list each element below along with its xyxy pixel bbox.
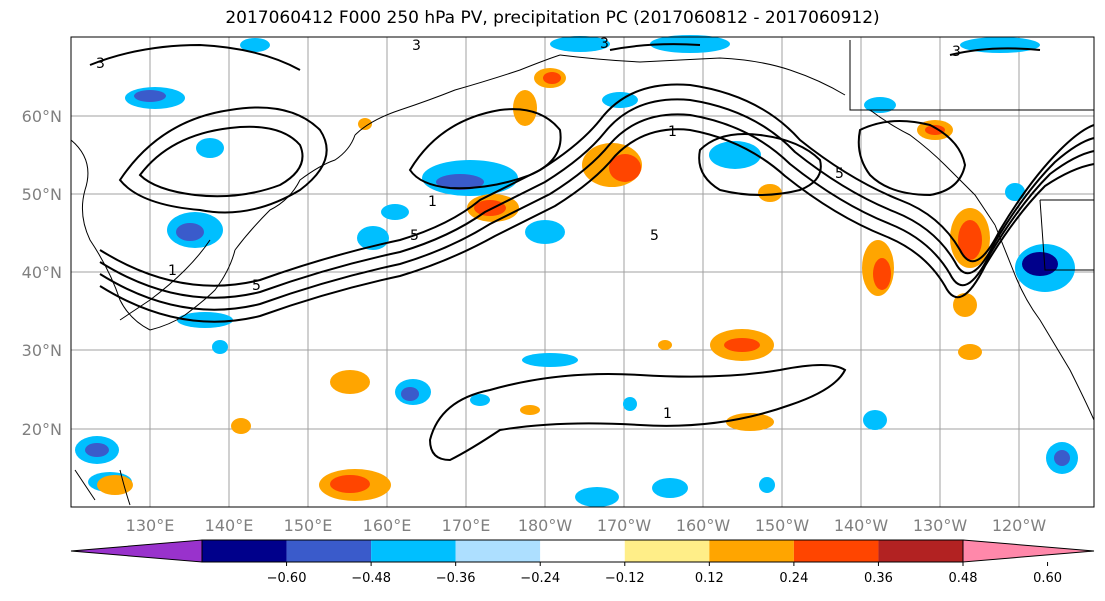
colorbar-tick-label: 0.12: [695, 571, 724, 586]
contour-label: 3: [96, 56, 105, 72]
colorbar-segment: [70, 539, 203, 563]
pv-contours: [89, 43, 1095, 462]
colorbar-segment: [793, 540, 879, 562]
colorbar-segment: [709, 540, 794, 562]
contour-label: 1: [428, 194, 437, 210]
lat-label: 40°N: [22, 263, 62, 282]
lon-label: 170°W: [597, 516, 652, 535]
colorbar-segment: [371, 540, 456, 562]
lon-label: 150°W: [755, 516, 810, 535]
lon-label: 140°E: [205, 516, 254, 535]
contour-label: 3: [412, 38, 421, 54]
contour-label: 3: [952, 44, 961, 60]
lon-label: 160°W: [676, 516, 731, 535]
colorbar-tick-label: 0.24: [779, 571, 808, 586]
contour-label: 5: [835, 166, 844, 182]
contour-label: 1: [663, 406, 672, 422]
lat-label: 30°N: [22, 341, 62, 360]
lon-label: 170°E: [442, 516, 491, 535]
colorbar-segment: [202, 540, 287, 562]
colorbar-tick-label: 0.36: [864, 571, 893, 586]
lon-label: 160°E: [363, 516, 412, 535]
map-border: [70, 36, 1095, 508]
coastlines: [70, 40, 1095, 506]
map-title: 2017060412 F000 250 hPa PV, precipitatio…: [225, 8, 880, 28]
lat-label: 50°N: [22, 185, 62, 204]
lon-label: 130°E: [126, 516, 175, 535]
lat-label: 20°N: [22, 420, 62, 439]
colorbar-tick-label: −0.48: [351, 571, 391, 586]
lon-label: 150°E: [284, 516, 333, 535]
lon-label: 180°W: [518, 516, 573, 535]
colorbar-tick-label: 0.60: [1033, 571, 1062, 586]
colorbar: −0.60 −0.48 −0.36 −0.24 −0.12 0.12 0.24 0.36 0.4…: [70, 539, 1095, 586]
contour-label: 1: [668, 124, 677, 140]
lon-label: 120°W: [992, 516, 1047, 535]
colorbar-tick-label: 0.48: [949, 571, 978, 586]
colorbar-segment: [878, 540, 963, 562]
colorbar-segment: [624, 540, 710, 562]
contour-label: 5: [252, 278, 261, 294]
colorbar-outline: [201, 539, 964, 563]
colorbar-segment: [540, 540, 625, 562]
colorbar-segment: [455, 540, 541, 562]
colorbar-tick-label: −0.60: [267, 571, 307, 586]
contour-label: 3: [600, 36, 609, 52]
colorbar-tick-label: −0.24: [520, 571, 560, 586]
contour-label: 5: [410, 228, 419, 244]
colorbar-tick-label: −0.12: [605, 571, 645, 586]
lon-label: 130°W: [913, 516, 968, 535]
colorbar-segment: [286, 540, 372, 562]
contour-label: 5: [650, 228, 659, 244]
colorbar-tick-label: −0.36: [436, 571, 476, 586]
lon-label: 140°W: [834, 516, 889, 535]
colorbar-segment: [962, 539, 1095, 563]
lat-label: 60°N: [22, 107, 62, 126]
contour-label: 1: [168, 263, 177, 279]
